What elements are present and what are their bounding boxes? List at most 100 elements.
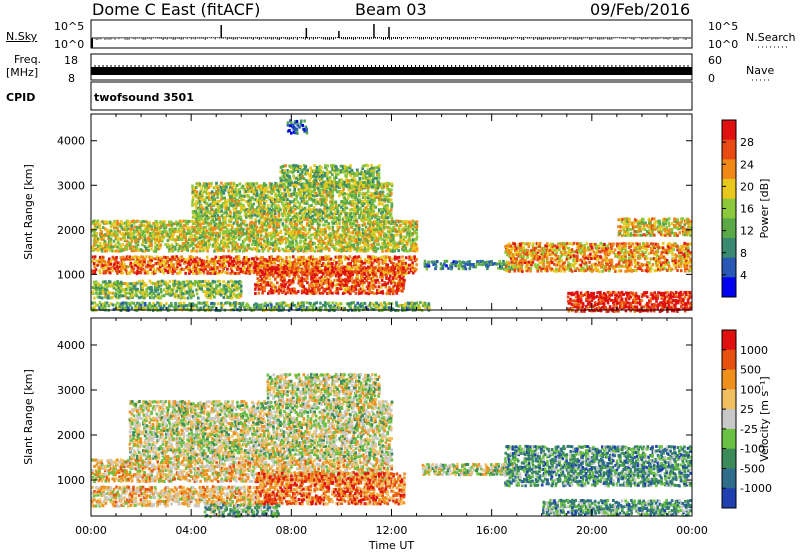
power-cell [114, 224, 117, 228]
power-cell [303, 209, 307, 213]
power-cell [229, 228, 233, 232]
power-cell [379, 184, 383, 188]
power-cell [286, 237, 289, 241]
power-cell [136, 219, 139, 223]
power-cell [296, 200, 300, 204]
power-cell [291, 233, 295, 237]
power-cell [102, 235, 106, 239]
power-cell [325, 203, 329, 207]
power-cell [351, 245, 354, 249]
power-cell [318, 164, 322, 168]
power-cell [392, 249, 395, 253]
power-cell [258, 230, 261, 234]
power-cell [268, 211, 272, 215]
power-cell [241, 186, 245, 190]
power-cell [411, 267, 414, 271]
power-cell [223, 229, 227, 233]
power-cell [173, 257, 177, 261]
power-cell [227, 232, 231, 236]
power-cell [98, 258, 101, 262]
power-cell [370, 166, 374, 170]
power-cell [291, 235, 295, 239]
power-cell [361, 223, 365, 227]
power-cell [202, 184, 205, 188]
power-cell [282, 259, 286, 263]
power-cell [363, 202, 366, 206]
power-cell [277, 255, 280, 259]
power-cell [221, 221, 225, 225]
power-cell [355, 220, 359, 224]
power-cell [389, 235, 393, 239]
power-cell [329, 262, 333, 266]
power-cell [229, 212, 232, 216]
power-cell [239, 208, 243, 212]
power-cell [108, 231, 112, 235]
power-cell [226, 267, 229, 271]
power-cell [111, 255, 115, 259]
power-cell [352, 262, 356, 266]
power-cell [234, 235, 238, 239]
power-cell [282, 206, 286, 210]
power-cell [259, 263, 262, 267]
power-cell [383, 220, 386, 224]
power-cell [345, 219, 349, 223]
power-cell [311, 265, 315, 269]
power-cell [269, 199, 273, 203]
power-cell [293, 187, 297, 191]
power-cell [387, 192, 390, 196]
power-cell [289, 249, 293, 253]
power-cell [200, 194, 204, 198]
power-cell [331, 200, 334, 204]
power-cell [354, 188, 357, 192]
power-cell [175, 263, 179, 267]
power-cell [282, 177, 286, 181]
power-cell [230, 200, 234, 204]
power-cell [179, 259, 182, 263]
power-cell [325, 192, 328, 196]
power-cell [336, 235, 339, 239]
power-cell [182, 229, 186, 233]
power-cell [283, 188, 286, 192]
power-cell [222, 235, 225, 239]
power-cell [172, 237, 175, 241]
power-cell [93, 247, 97, 251]
power-cell [141, 261, 144, 265]
power-cell [379, 256, 382, 260]
power-cell [130, 235, 134, 239]
power-cell [252, 190, 255, 194]
power-cell [284, 232, 288, 236]
power-cell [238, 263, 241, 267]
nsearch-label: N.Search [746, 31, 796, 44]
power-cell [313, 262, 316, 266]
power-cell [293, 216, 297, 220]
power-cell [383, 235, 386, 239]
power-cell [100, 220, 104, 224]
power-cell [212, 220, 216, 224]
power-cell [252, 184, 255, 188]
nave-tick-top: 60 [708, 54, 722, 67]
power-cell [363, 249, 366, 253]
power-cell [278, 249, 281, 253]
power-cell [236, 216, 240, 220]
power-cell [223, 200, 227, 204]
power-cell [236, 189, 239, 193]
power-cell [289, 183, 293, 187]
power-cell [220, 271, 223, 275]
power-cell [192, 271, 195, 275]
power-cell [250, 257, 254, 261]
power-cell [166, 235, 170, 239]
power-cell [258, 243, 261, 247]
power-cell [107, 221, 110, 225]
power-cell [279, 218, 283, 222]
power-cell [264, 217, 268, 221]
power-cell [333, 212, 336, 216]
power-cell [265, 219, 268, 223]
power-cell [194, 211, 198, 215]
power-cell [288, 194, 291, 198]
power-cell [298, 230, 302, 234]
power-cell [353, 218, 356, 222]
power-cell [177, 235, 181, 239]
power-cell [307, 194, 311, 198]
power-cell [109, 237, 113, 241]
power-cell [204, 183, 207, 187]
